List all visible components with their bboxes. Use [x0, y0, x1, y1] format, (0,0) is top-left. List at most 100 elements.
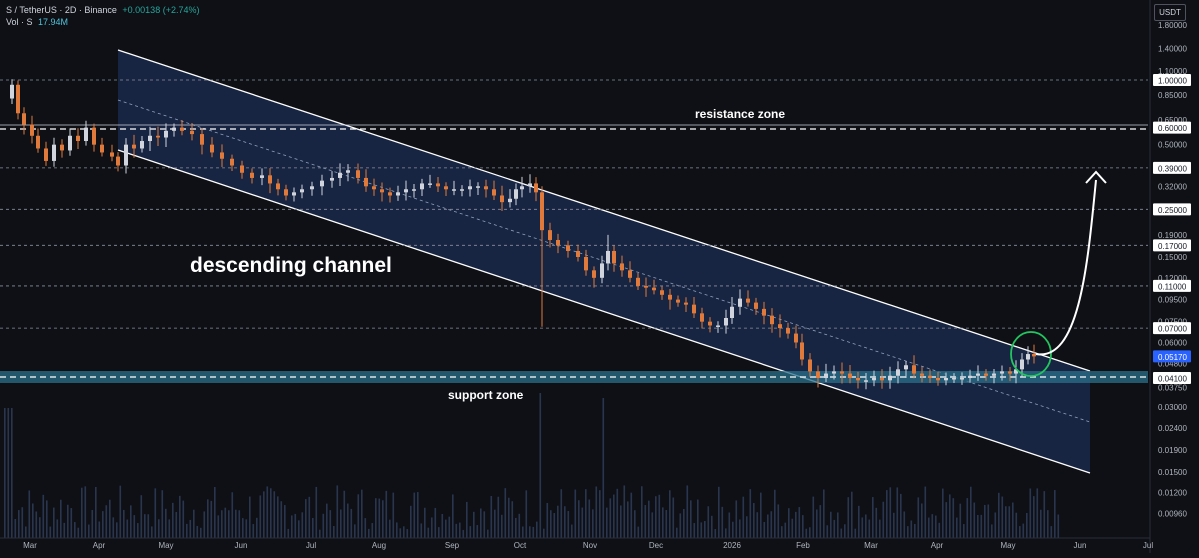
time-tick-label: Jun	[1074, 541, 1087, 550]
candle-body	[880, 378, 884, 381]
candle	[180, 119, 184, 136]
volume-bar	[1015, 512, 1018, 538]
volume-bar	[560, 489, 563, 538]
candle-body	[110, 152, 114, 157]
volume-bar	[144, 514, 146, 538]
volume-bar	[655, 496, 657, 538]
volume-bar	[28, 490, 31, 538]
candle-body	[762, 308, 766, 316]
candle	[300, 184, 304, 199]
volume-bar	[165, 508, 167, 538]
candle-body	[676, 299, 680, 303]
candle	[44, 141, 48, 166]
price-level-tag	[1153, 74, 1191, 86]
volume-bar	[739, 519, 741, 538]
volume-bar	[161, 490, 164, 538]
volume-bar	[602, 398, 605, 538]
time-tick-label: Dec	[649, 541, 663, 550]
volume-bar	[539, 393, 542, 538]
volume-bar	[949, 494, 951, 538]
volume-bar	[788, 508, 790, 538]
volume-bar	[812, 496, 815, 538]
price-level-tag	[1153, 279, 1191, 292]
candle	[754, 297, 758, 315]
candle	[730, 297, 734, 324]
candle-body	[276, 183, 280, 190]
volume-bar	[732, 521, 734, 538]
price-tick-label: 0.01500	[1158, 468, 1187, 477]
candle	[976, 365, 980, 381]
volume-bar	[112, 517, 115, 538]
candle	[668, 289, 672, 310]
volume-bar	[266, 486, 269, 538]
volume-bar	[931, 514, 934, 538]
candle	[606, 234, 610, 271]
volume-bar	[238, 510, 241, 538]
candle-body	[628, 270, 632, 278]
volume-bar	[81, 487, 83, 538]
volume-bar	[445, 519, 447, 538]
currency-selector[interactable]: USDT	[1154, 4, 1186, 21]
price-level-tag-label: 0.25000	[1158, 206, 1187, 215]
candle	[872, 370, 876, 387]
volume-bar	[133, 515, 136, 538]
volume-bar	[364, 518, 367, 538]
volume-bar	[588, 499, 591, 538]
volume-bar	[186, 523, 188, 538]
candle-body	[864, 380, 868, 382]
volume-bar	[406, 529, 409, 538]
candle	[10, 79, 14, 104]
time-tick-label: Mar	[23, 541, 37, 550]
candle-body	[816, 371, 820, 378]
volume-bar	[567, 511, 570, 538]
volume-bar	[907, 526, 909, 538]
volume-bar	[70, 508, 73, 538]
price-tick-label: 0.03000	[1158, 403, 1187, 412]
candle-body	[912, 365, 916, 374]
volume-bar	[851, 491, 853, 538]
price-tick-label: 0.65000	[1158, 116, 1187, 125]
candle-body	[700, 313, 704, 322]
volume-bar	[18, 510, 20, 538]
volume-label[interactable]: Vol · S	[6, 17, 33, 27]
candle	[396, 185, 400, 201]
candle	[708, 317, 712, 333]
channel-lower-line	[117, 149, 1091, 474]
candle-body	[310, 186, 314, 190]
volume-bar	[973, 502, 976, 538]
volume-bar	[627, 501, 629, 538]
volume-bar	[259, 495, 262, 538]
candle-body	[644, 285, 648, 288]
candle	[786, 322, 790, 339]
volume-bar	[336, 485, 339, 538]
volume-bar	[312, 517, 314, 538]
volume-bar	[487, 529, 489, 538]
volume-bar	[389, 519, 391, 538]
volume-bar	[385, 490, 388, 538]
price-tick-label: 0.32000	[1158, 182, 1187, 191]
volume-bar	[252, 524, 255, 538]
volume-bar	[298, 520, 300, 538]
candle-body	[116, 156, 120, 166]
volume-bar	[1022, 523, 1025, 538]
candle	[1014, 360, 1018, 384]
candle-body	[330, 177, 334, 181]
channel-midline	[117, 99, 1091, 423]
volume-bar	[140, 495, 143, 538]
candle-body	[338, 172, 342, 178]
price-tick-label: 0.09500	[1158, 296, 1187, 305]
candle	[936, 371, 940, 386]
candle-body	[928, 375, 932, 378]
candle-body	[292, 192, 296, 196]
volume-bar	[690, 500, 692, 538]
volume-bar	[441, 513, 444, 538]
volume-bar	[116, 522, 118, 538]
symbol-title[interactable]: S / TetherUS · 2D · Binance	[6, 5, 117, 15]
volume-bar	[193, 509, 195, 538]
volume-bar	[679, 513, 682, 538]
last-price-label: 0.05170	[1158, 353, 1187, 362]
candle-body	[620, 263, 624, 271]
volume-bar	[518, 513, 521, 538]
